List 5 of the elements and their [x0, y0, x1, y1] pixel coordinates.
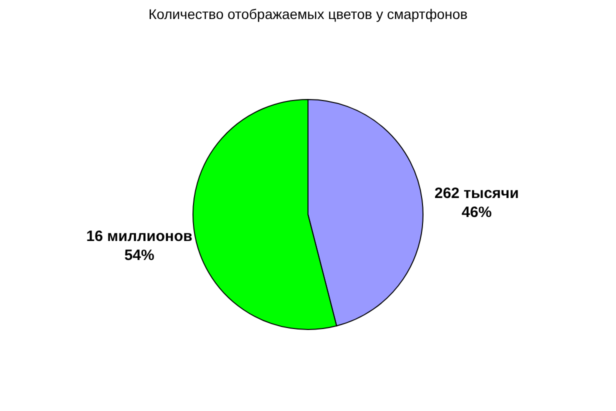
chart-title: Количество отображаемых цветов у смартфонов: [148, 6, 468, 22]
slice-label: 262 тысячи: [434, 185, 519, 202]
slice-label: 16 миллионов: [86, 228, 192, 245]
data-label: 46%: [462, 204, 492, 222]
data-label: 54%: [124, 246, 154, 264]
